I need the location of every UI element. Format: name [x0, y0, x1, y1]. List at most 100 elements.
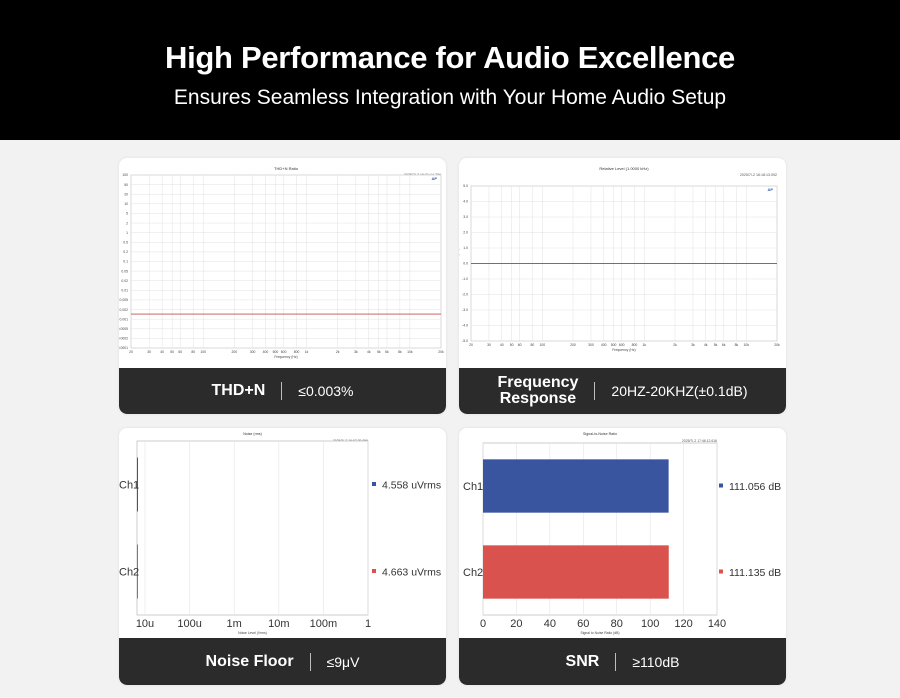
x-tick-label: 30 [487, 343, 491, 347]
y-tick-label: 0.01 [121, 289, 128, 293]
x-axis-label: Frequency (Hz) [612, 348, 635, 352]
card-label-bar: THD+N ≤0.003% [119, 368, 446, 414]
x-tick-label: 200 [570, 343, 576, 347]
card-name-line1: Frequency [497, 374, 579, 391]
y-tick-label: 1 [126, 231, 128, 235]
x-tick-label: 3k [354, 350, 358, 354]
x-tick-label: 3k [691, 343, 695, 347]
y-tick-label: 100 [122, 173, 128, 177]
y-tick-label: 0.001 [120, 317, 129, 321]
card-label-bar: Noise Floor ≤9μV [119, 638, 446, 685]
divider [281, 382, 283, 400]
x-tick-label: 60 [577, 618, 589, 630]
card-value: ≤9μV [326, 653, 360, 670]
legend-swatch [719, 569, 723, 574]
x-tick-label: 10m [268, 618, 289, 630]
x-tick-label: 100 [539, 343, 545, 347]
x-tick-label: 20 [469, 343, 473, 347]
chart-title: Signal-to-Noise Ratio [583, 432, 617, 436]
x-tick-label: 20 [510, 618, 522, 630]
x-tick-label: 40 [160, 350, 164, 354]
x-tick-label: 400 [263, 350, 269, 354]
y-tick-label: 20 [124, 192, 128, 196]
y-tick-label: 0.0 [463, 262, 468, 266]
x-tick-label: 400 [601, 343, 607, 347]
category-label: Ch1 [119, 480, 139, 492]
y-tick-label: -4.0 [462, 324, 468, 328]
x-tick-label: 800 [294, 350, 300, 354]
card-snr: Signal-to-Noise Ratio 2025/7/-2 17:46:12.… [459, 428, 786, 685]
card-name: SNR [565, 652, 600, 670]
x-tick-label: 4k [704, 343, 708, 347]
category-label: Ch1 [463, 481, 483, 493]
x-tick-label: 10k [407, 350, 413, 354]
x-tick-label: 100u [177, 618, 201, 630]
y-tick-label: 0.005 [120, 298, 129, 302]
ap-logo: AP [767, 187, 773, 192]
x-tick-label: 20k [438, 350, 444, 354]
bar-ch1 [483, 459, 669, 513]
y-tick-label: 0.0005 [119, 327, 128, 331]
x-tick-label: 5k [714, 343, 718, 347]
x-tick-label: 100 [641, 618, 659, 630]
x-tick-label: 2k [673, 343, 677, 347]
ap-logo: AP [431, 176, 437, 181]
x-tick-label: 80 [191, 350, 195, 354]
y-tick-label: 0.02 [121, 279, 128, 283]
x-tick-label: 600 [619, 343, 625, 347]
noise-floor-chart: Noise (rms)2025/7/-2 16:07:29.056AP10u10… [119, 432, 441, 635]
x-tick-label: 80 [531, 343, 535, 347]
x-tick-label: 8k [735, 343, 739, 347]
x-tick-label: 30 [147, 350, 151, 354]
y-tick-label: 0.5 [123, 240, 128, 244]
x-tick-label: 80 [611, 618, 623, 630]
card-name-line2: Response [499, 390, 577, 407]
x-tick-label: 20 [129, 350, 133, 354]
x-tick-label: 1m [227, 618, 242, 630]
divider [594, 382, 596, 400]
chart-timestamp: 2025/7/-2 17:46:12.616 [682, 439, 717, 443]
hero-banner: High Performance for Audio Excellence En… [0, 0, 900, 140]
y-tick-label: 10 [124, 202, 128, 206]
y-tick-label: -5.0 [462, 339, 468, 343]
data-label: 4.558 uVrms [382, 480, 441, 492]
y-tick-label: -1.0 [462, 277, 468, 281]
y-tick-label: 5 [126, 212, 128, 216]
y-tick-label: 0.1 [123, 260, 128, 264]
x-tick-label: 140 [708, 618, 726, 630]
chart-title: Noise (rms) [243, 432, 262, 436]
y-tick-label: 4.0 [463, 200, 468, 204]
plot-area [136, 440, 369, 616]
legend-swatch [719, 483, 723, 488]
y-tick-label: -3.0 [462, 308, 468, 312]
x-tick-label: 500 [611, 343, 617, 347]
y-tick-label: 50 [124, 183, 128, 187]
card-value: ≥110dB [632, 653, 680, 670]
y-tick-label: 0.2 [123, 250, 128, 254]
x-tick-label: 1k [642, 343, 646, 347]
card-frequency-response: Relative Level (1.0000 kHz) 2025/7/-2 16:… [459, 158, 786, 414]
x-tick-label: 20k [774, 343, 780, 347]
divider [309, 652, 311, 671]
x-tick-label: 50 [170, 350, 174, 354]
frequency-response-chart: Relative Level (1.0000 kHz) 2025/7/-2 16:… [459, 166, 780, 352]
card-noise-floor: Noise (rms)2025/7/-2 16:07:29.056AP10u10… [119, 428, 446, 685]
legend-swatch [372, 482, 376, 486]
x-tick-label: 50 [510, 343, 514, 347]
x-tick-label: 600 [281, 350, 287, 354]
y-tick-label: 1.0 [463, 246, 468, 250]
x-tick-label: 4k [367, 350, 371, 354]
y-tick-label: 0.0001 [119, 346, 128, 350]
category-label: Ch2 [463, 567, 483, 579]
x-tick-label: 0 [480, 618, 486, 630]
category-label: Ch2 [119, 567, 139, 579]
chart-timestamp: 2025/7/-2 16:18:13.092 [740, 173, 777, 177]
x-tick-label: 40 [544, 618, 556, 630]
x-tick-label: 10u [136, 618, 154, 630]
x-tick-label: 2k [336, 350, 340, 354]
snr-chart: Signal-to-Noise Ratio 2025/7/-2 17:46:12.… [463, 432, 781, 635]
chart-title: Relative Level (1.0000 kHz) [599, 166, 649, 171]
data-label: 4.663 uVrms [382, 567, 441, 579]
